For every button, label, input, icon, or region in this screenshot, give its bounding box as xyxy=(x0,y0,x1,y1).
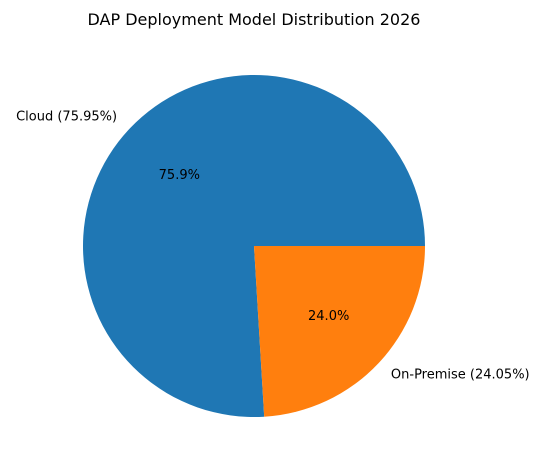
pie-slices xyxy=(82,75,425,417)
slice-label-1: On-Premise (24.05%) xyxy=(391,367,530,382)
slice-pct-label-1: 24.0% xyxy=(308,309,349,324)
slice-label-0: Cloud (75.95%) xyxy=(16,110,117,125)
slice-pct-label-0: 75.9% xyxy=(159,168,200,183)
pie-slice-1 xyxy=(254,246,425,417)
pie-labels: Cloud (75.95%) 75.9% On-Premise (24.05%) 24… xyxy=(16,110,530,383)
chart-title: DAP Deployment Model Distribution 2026 xyxy=(88,10,421,29)
